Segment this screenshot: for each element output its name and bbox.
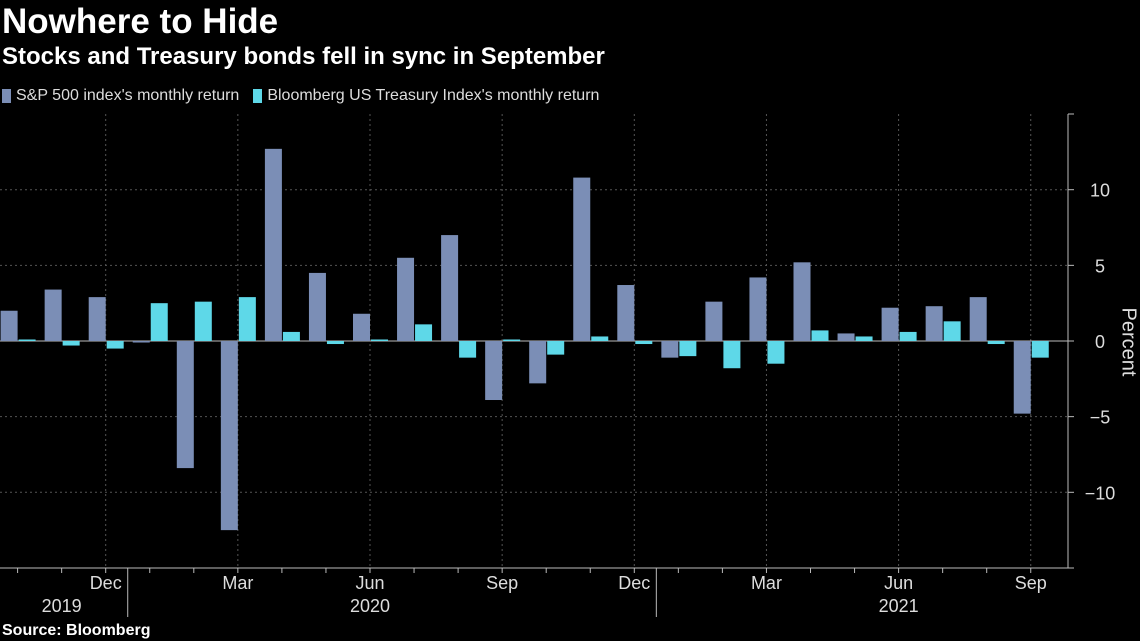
sp500-bar [132, 341, 150, 343]
y-axis-label: Percent [1117, 307, 1140, 377]
source-note: Source: Bloomberg [2, 622, 151, 639]
sp500-bar [88, 297, 106, 341]
sp500-bar [661, 341, 679, 358]
y-tick-label: 10 [1090, 181, 1110, 201]
treasury-bar [635, 341, 653, 345]
legend-label-treasury: Bloomberg US Treasury Index's monthly re… [267, 87, 600, 104]
sp500-bar [705, 301, 723, 341]
chart-title: Nowhere to Hide [2, 2, 279, 41]
treasury-bar [18, 339, 36, 341]
treasury-bar [1031, 341, 1049, 358]
treasury-bar [987, 341, 1005, 345]
treasury-bar [459, 341, 477, 358]
x-tick-label: Mar [751, 573, 782, 593]
y-tick-label: −10 [1085, 483, 1116, 503]
treasury-bar [238, 297, 256, 341]
sp500-bar [881, 307, 899, 341]
y-tick-label: 0 [1095, 332, 1105, 352]
legend-item-sp500: S&P 500 index's monthly return [2, 86, 239, 106]
y-tick-label: 5 [1095, 256, 1105, 276]
treasury-bar [767, 341, 785, 364]
x-tick-label: Sep [486, 573, 518, 593]
sp500-bar [353, 313, 370, 341]
sp500-bar [441, 235, 459, 341]
sp500-bar [529, 341, 547, 384]
sp500-bar [176, 341, 194, 469]
treasury-bar [811, 330, 829, 341]
legend-label-sp500: S&P 500 index's monthly return [16, 87, 240, 104]
x-year-label: 2020 [350, 596, 390, 616]
treasury-bar [679, 341, 697, 357]
sp500-bar [0, 310, 18, 341]
x-year-label: 2021 [879, 596, 919, 616]
treasury-bar [150, 303, 168, 341]
treasury-bar [591, 336, 609, 341]
legend: S&P 500 index's monthly return Bloomberg… [2, 86, 599, 106]
sp500-bar [925, 306, 943, 341]
sp500-bar [749, 277, 767, 341]
treasury-bar [899, 331, 917, 341]
x-tick-label: Jun [355, 573, 384, 593]
sp500-bar [617, 285, 635, 341]
treasury-bar [371, 339, 388, 341]
treasury-bar [282, 331, 300, 341]
treasury-bar [326, 341, 344, 345]
x-tick-label: Dec [618, 573, 650, 593]
sp500-bar [44, 289, 62, 341]
sp500-bar [793, 262, 811, 341]
treasury-bar [415, 324, 433, 341]
chart-subtitle: Stocks and Treasury bonds fell in sync i… [2, 43, 605, 70]
treasury-bar [547, 341, 565, 355]
treasury-bar [106, 341, 124, 349]
legend-item-treasury: Bloomberg US Treasury Index's monthly re… [253, 86, 599, 106]
sp500-bar [573, 177, 591, 341]
sp500-bar [397, 257, 415, 341]
sp500-bar [220, 341, 238, 531]
treasury-bar [194, 301, 212, 341]
sp500-bar [969, 297, 987, 341]
x-tick-label: Jun [884, 573, 913, 593]
x-tick-label: Mar [222, 573, 253, 593]
treasury-bar [503, 339, 521, 341]
sp500-bar [1013, 341, 1031, 414]
treasury-bar [855, 336, 873, 341]
x-tick-label: Dec [90, 573, 122, 593]
x-year-label: 2019 [42, 596, 82, 616]
treasury-bar [723, 341, 741, 369]
treasury-bar [943, 321, 961, 341]
treasury-bar [62, 341, 80, 346]
sp500-bar [308, 272, 326, 341]
legend-swatch-treasury [253, 89, 263, 103]
sp500-bar [485, 341, 503, 401]
x-tick-label: Sep [1015, 573, 1047, 593]
y-tick-label: −5 [1090, 408, 1111, 428]
sp500-bar [837, 333, 855, 341]
sp500-bar [264, 148, 282, 341]
legend-swatch-sp500 [2, 89, 11, 103]
